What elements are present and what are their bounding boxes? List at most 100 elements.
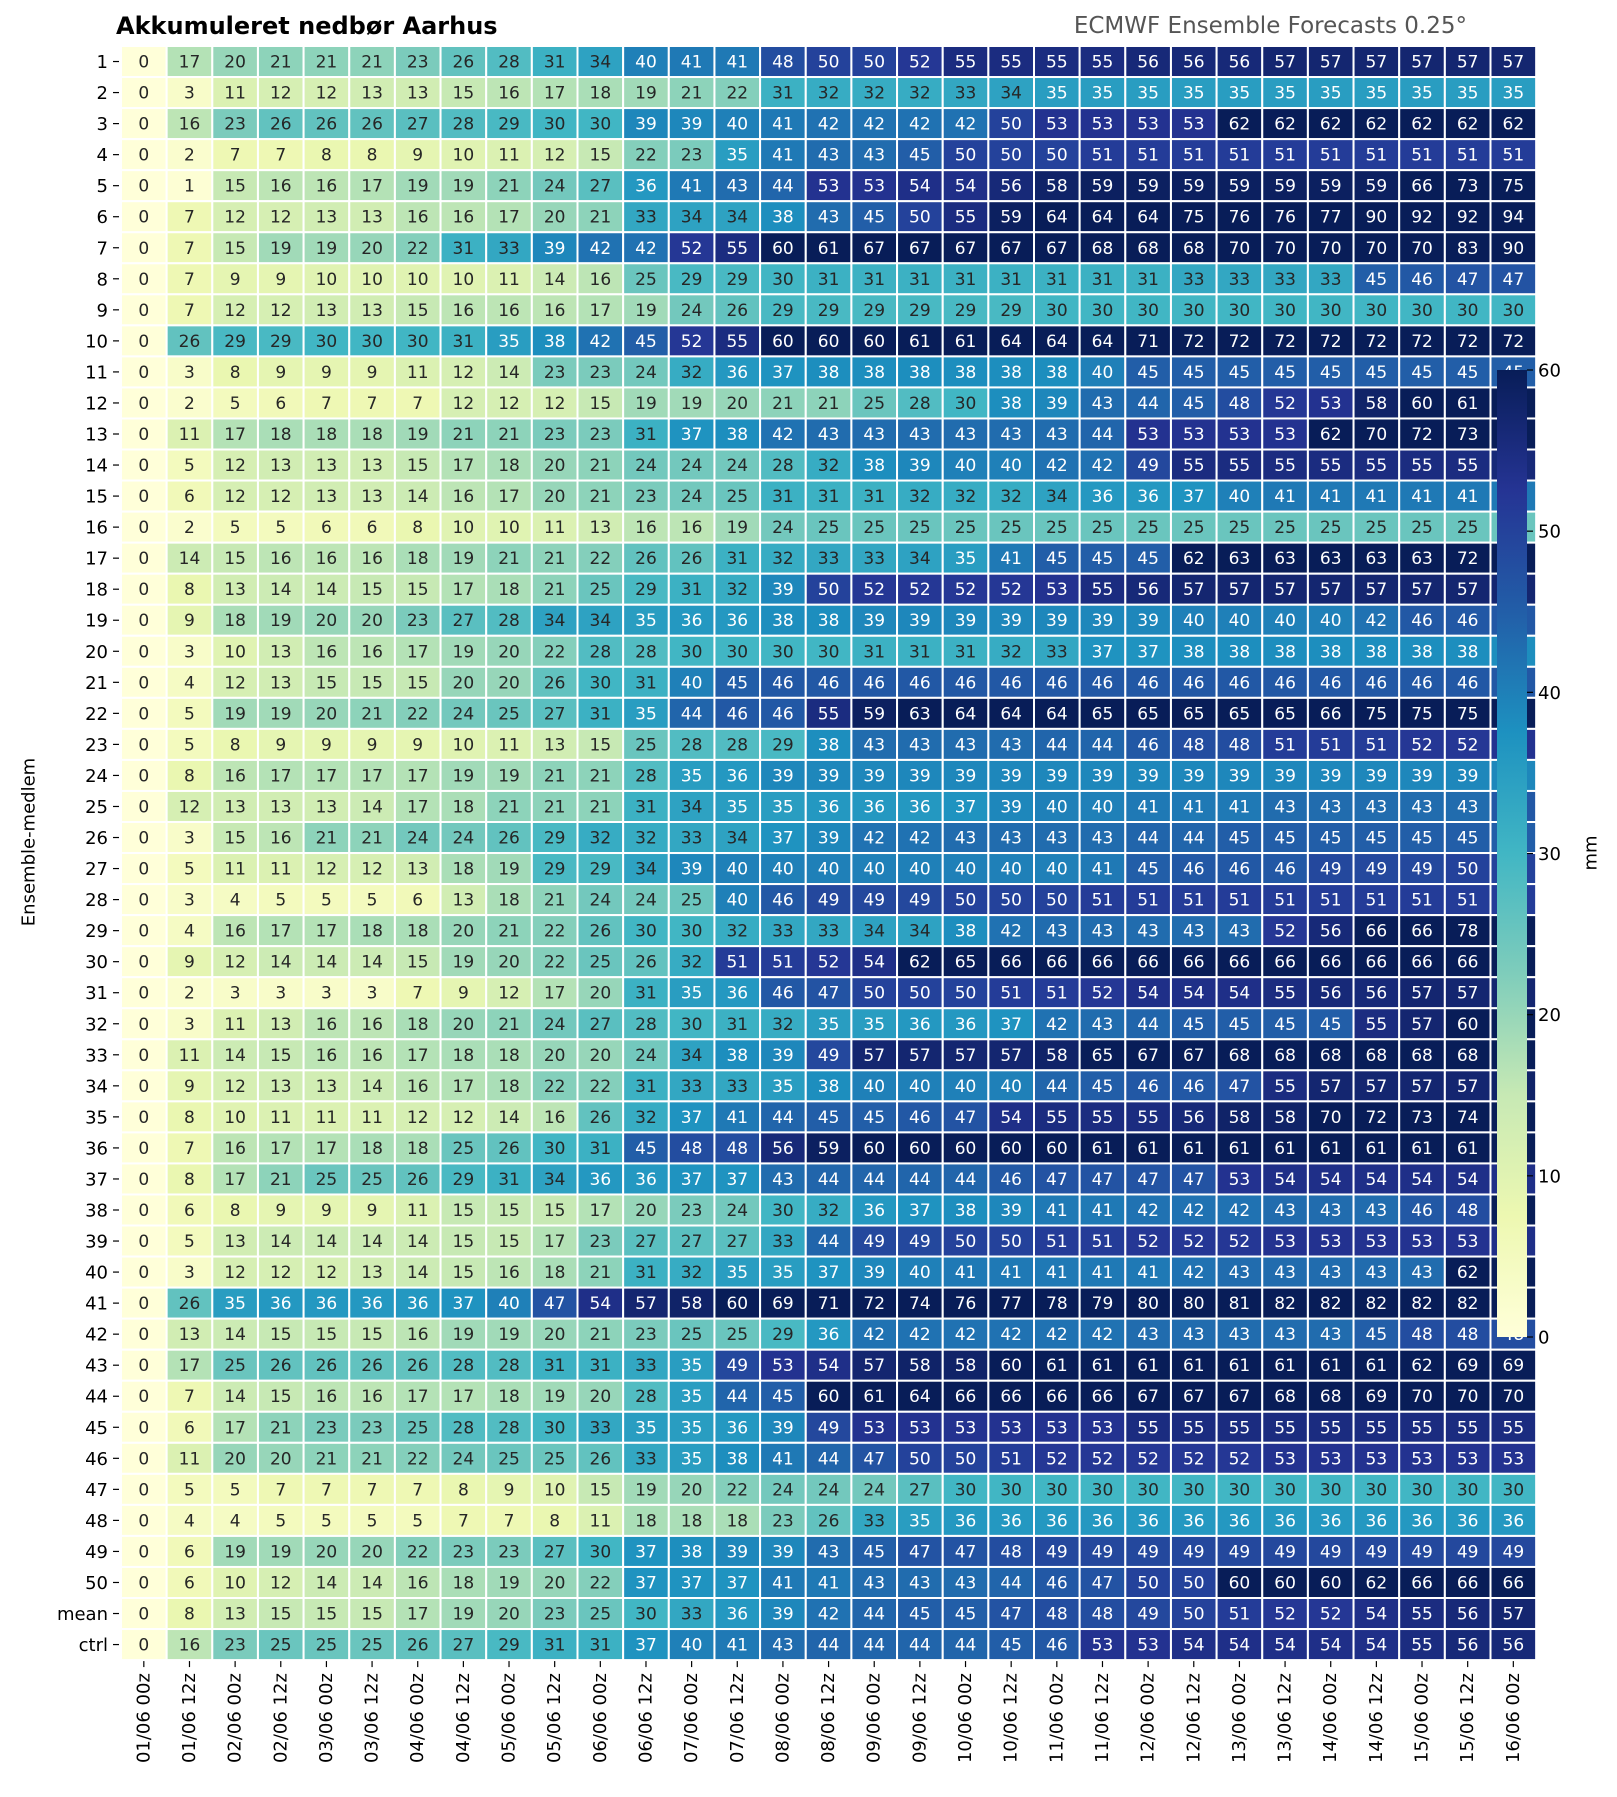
cell-value: 57 [1366, 1077, 1388, 1097]
heatmap-cell [759, 1255, 807, 1289]
heatmap-cell [348, 1162, 396, 1196]
cell-value: 10 [224, 1108, 246, 1128]
cell-value: 61 [1092, 1139, 1114, 1159]
cell-value: 37 [635, 1542, 657, 1562]
cell-value: 61 [1320, 1139, 1342, 1159]
cell-value: 33 [772, 922, 794, 942]
cell-value: 53 [1457, 1449, 1479, 1469]
heatmap-cell [1033, 572, 1081, 606]
heatmap-cell [393, 417, 442, 451]
heatmap-cell [804, 789, 853, 824]
cell-value: 7 [367, 1480, 378, 1500]
cell-value: 31 [635, 425, 657, 445]
heatmap-cell [1078, 138, 1127, 172]
row-tick-label: 3 [97, 114, 108, 135]
cell-value: 21 [270, 1170, 292, 1190]
cell-value: 30 [1092, 1480, 1114, 1500]
cell-value: 67 [1137, 1387, 1159, 1407]
cell-value: 30 [635, 922, 657, 942]
column-tick-label: 07/06 00z [681, 1673, 702, 1763]
cell-value: 46 [772, 704, 794, 724]
cell-value: 14 [316, 1573, 338, 1593]
cell-value: 60 [955, 1139, 977, 1159]
cell-value: 39 [1046, 394, 1068, 414]
cell-value: 54 [1183, 984, 1205, 1004]
heatmap-cell [485, 572, 533, 606]
cell-value: 68 [1457, 1046, 1479, 1066]
cell-value: 60 [1457, 1015, 1479, 1035]
heatmap-cell [576, 1317, 625, 1351]
column-tick-label: 14/06 12z [1366, 1673, 1387, 1763]
cell-value: 67 [1229, 1387, 1251, 1407]
cell-value: 20 [498, 1605, 520, 1625]
cell-value: 45 [1411, 363, 1433, 383]
cell-value: 47 [544, 1294, 566, 1314]
cell-value: 46 [1000, 673, 1022, 693]
cell-value: 40 [955, 860, 977, 880]
cell-value: 16 [407, 1573, 429, 1593]
heatmap-cell [302, 138, 351, 172]
cell-value: 7 [367, 394, 378, 414]
row-tick-label: 16 [85, 518, 108, 539]
cell-value: 46 [1457, 673, 1479, 693]
cell-value: 15 [453, 84, 475, 104]
cell-value: 25 [498, 1449, 520, 1469]
heatmap-cell [1169, 324, 1218, 358]
heatmap-cell [576, 1193, 625, 1227]
cell-value: 26 [316, 115, 338, 135]
cell-value: 16 [453, 487, 475, 507]
cell-value: 43 [818, 1542, 840, 1562]
cell-value: 13 [224, 580, 246, 600]
cell-value: 52 [863, 580, 885, 600]
heatmap-cell [256, 1379, 305, 1413]
cell-value: 43 [818, 146, 840, 166]
cell-value: 39 [1000, 797, 1022, 817]
cell-value: 14 [498, 363, 520, 383]
cell-value: 17 [316, 766, 338, 786]
cell-value: 21 [498, 797, 520, 817]
cell-value: 56 [1503, 1636, 1525, 1656]
cell-value: 44 [863, 1636, 885, 1656]
heatmap-cell [1261, 231, 1309, 265]
heatmap-cell [1033, 1410, 1081, 1444]
cell-value: 26 [407, 1170, 429, 1190]
cell-value: 15 [270, 1387, 292, 1407]
cell-value: 41 [1092, 860, 1114, 880]
cell-value: 44 [818, 1636, 840, 1656]
cell-value: 0 [138, 549, 149, 569]
cell-value: 18 [635, 1511, 657, 1531]
cell-value: 33 [590, 1418, 612, 1438]
heatmap-cell [120, 603, 168, 637]
cell-value: 46 [1046, 1573, 1068, 1593]
cell-value: 50 [1000, 891, 1022, 911]
cell-value: 52 [681, 332, 703, 352]
cell-value: 30 [1411, 301, 1433, 321]
cell-value: 39 [1320, 766, 1342, 786]
heatmap-cell [804, 541, 853, 575]
cell-value: 61 [1183, 1139, 1205, 1159]
cell-value: 30 [590, 1542, 612, 1562]
cell-value: 52 [1092, 984, 1114, 1004]
cell-value: 56 [1320, 922, 1342, 942]
cell-value: 54 [1274, 1170, 1296, 1190]
heatmap-cell [302, 1193, 351, 1227]
cell-value: 43 [1000, 829, 1022, 849]
cell-value: 61 [909, 332, 931, 352]
cell-value: 7 [412, 1480, 423, 1500]
cell-value: 33 [818, 549, 840, 569]
cell-value: 39 [863, 766, 885, 786]
heatmap-cell [759, 1348, 807, 1382]
cell-value: 0 [138, 363, 149, 383]
cell-value: 14 [224, 1046, 246, 1066]
cell-value: 32 [635, 829, 657, 849]
cell-value: 16 [224, 922, 246, 942]
cell-value: 19 [407, 177, 429, 197]
cell-value: 25 [498, 704, 520, 724]
heatmap-cell [393, 665, 442, 699]
cell-value: 59 [863, 704, 885, 724]
cell-value: 23 [635, 1325, 657, 1345]
heatmap-cell [850, 821, 899, 855]
cell-value: 30 [681, 642, 703, 662]
heatmap-cell [941, 45, 990, 79]
cell-value: 31 [863, 642, 885, 662]
